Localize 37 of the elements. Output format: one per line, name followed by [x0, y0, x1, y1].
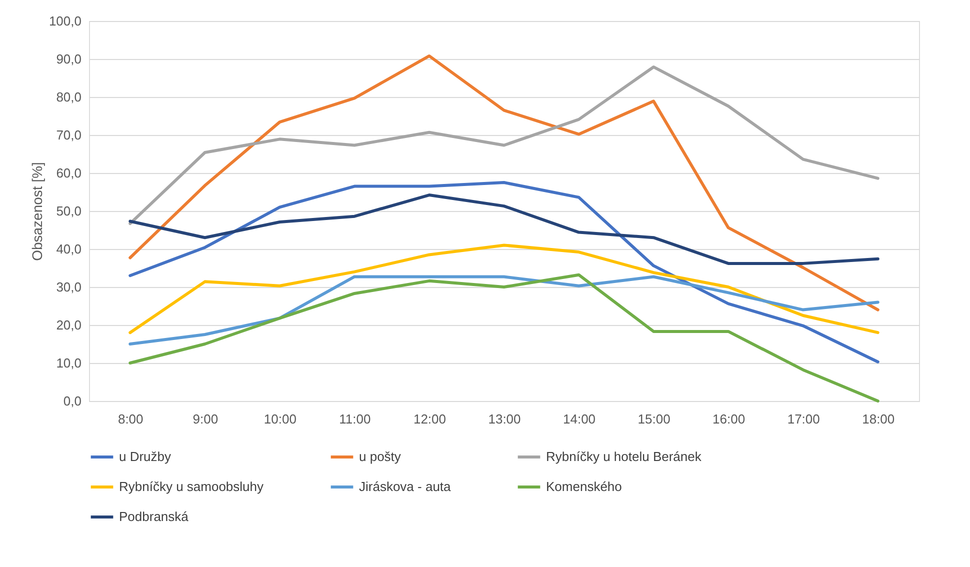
x-tick-label: 14:00: [563, 412, 596, 426]
y-tick-label: 100,0: [48, 14, 82, 28]
y-tick-label: 10,0: [56, 356, 82, 370]
line-series: [128, 194, 880, 265]
x-tick-label: 18:00: [862, 412, 895, 426]
x-tick-label: 11:00: [339, 412, 371, 426]
x-tick-label: 16:00: [712, 412, 746, 426]
y-tick-label: 50,0: [56, 204, 82, 218]
legend-label: Jiráskova - auta: [359, 479, 452, 494]
legend-label: Rybníčky u samoobsluhy: [119, 479, 264, 494]
legend-label: u Družby: [119, 449, 172, 464]
y-tick-label: 30,0: [56, 280, 82, 294]
x-tick-label: 8:00: [118, 412, 144, 426]
y-tick-label: 0,0: [63, 394, 82, 408]
x-tick-label: 12:00: [413, 412, 446, 426]
line-series: [128, 244, 880, 334]
y-tick-label: 80,0: [56, 90, 82, 104]
y-tick-label: 40,0: [56, 242, 82, 256]
x-tick-label: 15:00: [638, 412, 670, 426]
line-series: [128, 181, 880, 364]
y-tick-label: 60,0: [56, 166, 82, 180]
legend-label: u pošty: [359, 449, 402, 464]
y-tick-label: 20,0: [56, 318, 82, 332]
line-series: [128, 273, 880, 402]
y-tick-label: 90,0: [56, 52, 82, 66]
x-tick-label: 17:00: [787, 412, 820, 426]
x-tick-label: 13:00: [488, 412, 521, 426]
x-tick-label: 9:00: [192, 412, 218, 426]
y-tick-label: 70,0: [56, 128, 82, 142]
x-tick-label: 10:00: [264, 412, 296, 426]
y-axis-title: Obsazenost [%]: [28, 162, 45, 261]
line-series: [128, 54, 880, 312]
legend-label: Rybníčky u hotelu Beránek: [546, 449, 702, 464]
legend-label: Podbranská: [119, 509, 190, 524]
line-series: [128, 275, 880, 346]
line-series: [128, 65, 880, 226]
legend-label: Komenského: [546, 479, 622, 494]
